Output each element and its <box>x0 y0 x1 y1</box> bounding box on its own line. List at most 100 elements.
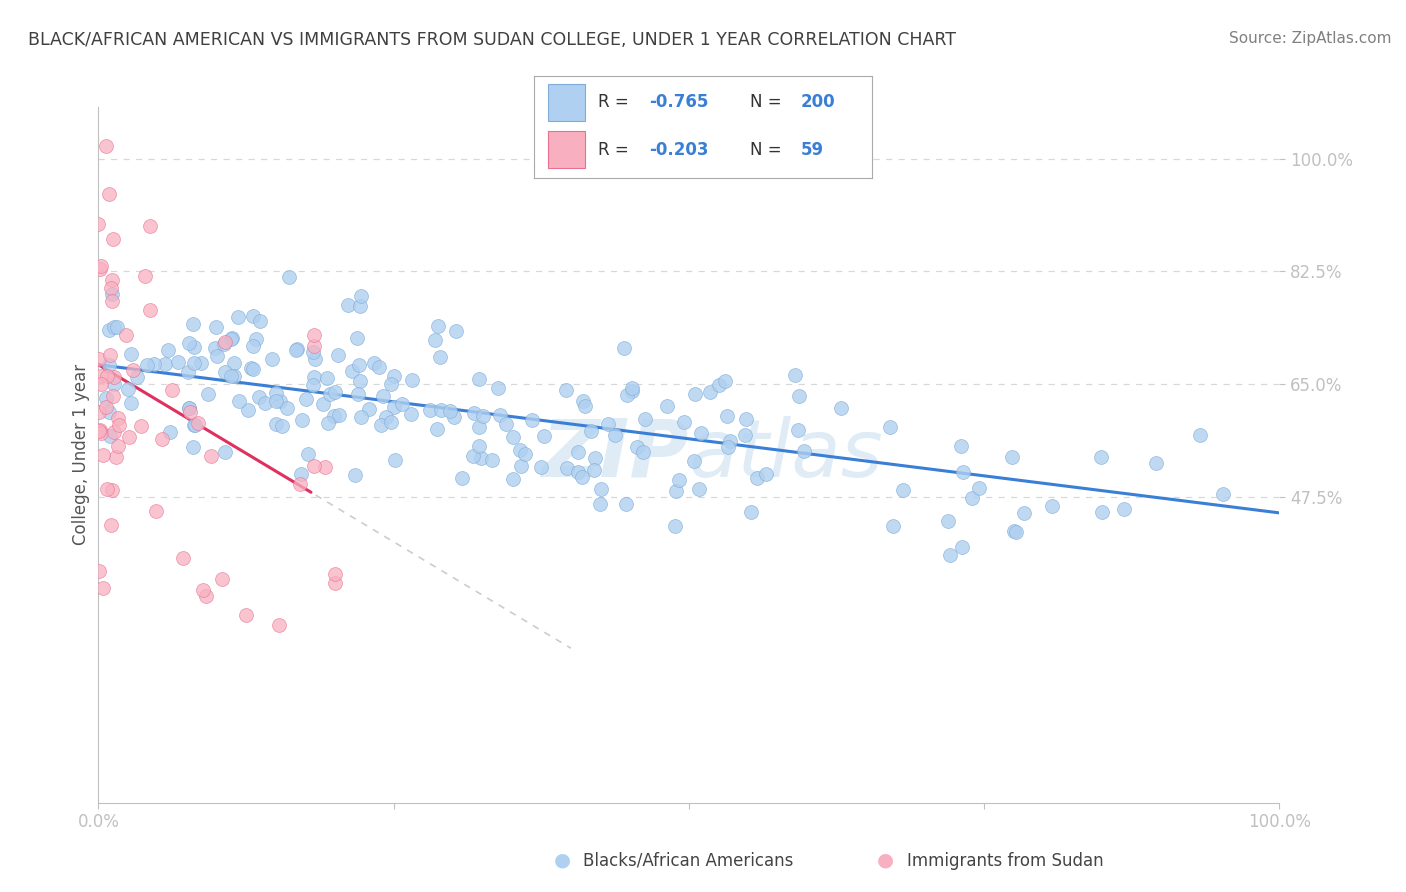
Point <box>235 608 257 623</box>
Point <box>101 286 124 301</box>
Point <box>302 339 325 353</box>
Point <box>443 409 465 424</box>
Point <box>583 463 606 477</box>
Point <box>103 425 125 439</box>
Point <box>254 396 277 410</box>
Point <box>589 482 612 496</box>
Point <box>302 344 325 359</box>
Point <box>103 377 125 392</box>
Point <box>219 369 242 384</box>
Text: N =: N = <box>751 141 787 159</box>
Point <box>183 340 205 354</box>
Point <box>380 415 402 429</box>
Text: Immigrants from Sudan: Immigrants from Sudan <box>907 852 1104 870</box>
Point <box>468 419 491 434</box>
Point <box>312 396 335 410</box>
Point <box>214 365 236 379</box>
Point <box>87 405 110 419</box>
Point <box>952 465 974 479</box>
Point <box>322 409 344 423</box>
Point <box>181 440 204 454</box>
Point <box>665 483 688 498</box>
Point <box>304 328 326 343</box>
Point <box>936 514 959 528</box>
Point <box>90 376 112 391</box>
Point <box>1091 505 1114 519</box>
Point <box>98 358 121 372</box>
Point <box>709 377 731 392</box>
Point <box>683 387 706 401</box>
Point <box>668 473 690 487</box>
Point <box>1114 501 1136 516</box>
Point <box>574 400 596 414</box>
Point <box>205 320 228 334</box>
Point <box>103 320 125 334</box>
Point <box>664 519 686 533</box>
Point <box>481 452 503 467</box>
Point <box>103 389 125 403</box>
Point <box>346 331 368 345</box>
Point <box>380 376 402 391</box>
Point <box>90 368 112 383</box>
Point <box>1189 427 1212 442</box>
Point <box>336 298 359 312</box>
Point <box>510 459 533 474</box>
Point <box>495 417 517 432</box>
Point <box>101 232 124 246</box>
Point <box>107 439 129 453</box>
Point <box>87 351 110 366</box>
Point <box>159 425 181 440</box>
Point <box>247 390 270 404</box>
Point <box>755 467 778 481</box>
Point <box>179 405 201 419</box>
Point <box>631 445 654 459</box>
Point <box>1005 524 1028 539</box>
Point <box>294 392 316 406</box>
Point <box>173 551 195 566</box>
Point <box>793 444 815 458</box>
Point <box>879 419 901 434</box>
Point <box>468 371 491 385</box>
Point <box>90 426 112 441</box>
Point <box>120 395 142 409</box>
Bar <box>548 131 585 168</box>
Point <box>240 360 263 375</box>
Point <box>328 408 350 422</box>
Point <box>470 450 492 465</box>
Point <box>224 368 246 383</box>
Point <box>105 320 128 334</box>
Point <box>104 450 127 464</box>
Point <box>399 407 422 421</box>
Point <box>374 410 396 425</box>
Point <box>238 402 260 417</box>
Point <box>249 314 271 328</box>
Point <box>419 402 441 417</box>
Point <box>391 397 413 411</box>
Point <box>1212 486 1234 500</box>
Text: -0.203: -0.203 <box>650 141 709 159</box>
Point <box>177 366 200 380</box>
Point <box>136 358 159 372</box>
Point <box>183 418 205 433</box>
Point <box>278 269 301 284</box>
Point <box>304 352 326 367</box>
Point <box>370 417 392 432</box>
Point <box>291 413 314 427</box>
Point <box>153 357 176 371</box>
Point <box>87 217 110 231</box>
Point <box>1040 500 1063 514</box>
Point <box>160 383 183 397</box>
Point <box>655 399 678 413</box>
Point <box>589 497 612 511</box>
Point <box>120 347 142 361</box>
Point <box>150 433 173 447</box>
Point <box>439 404 461 418</box>
Point <box>96 368 118 383</box>
Point <box>716 440 738 454</box>
Point <box>264 394 287 409</box>
Point <box>187 416 209 430</box>
Point <box>205 349 228 363</box>
Point <box>373 389 395 403</box>
Bar <box>548 84 585 121</box>
Point <box>264 386 287 401</box>
